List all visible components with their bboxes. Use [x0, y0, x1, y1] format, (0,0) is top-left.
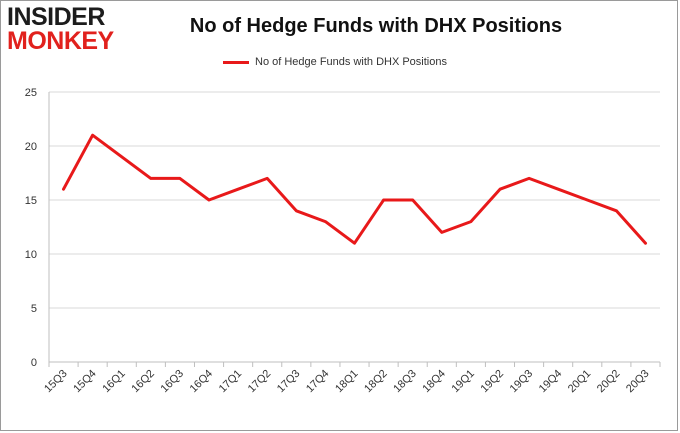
data-point [120, 155, 123, 158]
x-tick-label: 16Q3 [159, 368, 187, 396]
x-tick-label: 20Q1 [566, 368, 594, 396]
data-point [207, 198, 211, 202]
x-tick-label: 17Q3 [275, 368, 303, 396]
data-point [295, 209, 298, 212]
y-tick-label: 15 [25, 195, 37, 207]
y-tick-label: 0 [31, 357, 37, 369]
y-tick-label: 25 [25, 87, 37, 99]
insider-monkey-logo: INSIDER MONKEY [7, 5, 127, 54]
data-point [498, 188, 502, 191]
data-point [615, 209, 618, 212]
data-point [236, 188, 240, 191]
data-point [382, 198, 385, 202]
data-point [353, 242, 356, 245]
x-tick-label: 20Q3 [624, 368, 652, 396]
series [62, 133, 647, 245]
data-point [411, 198, 414, 202]
legend-swatch [223, 60, 249, 64]
data-point [440, 231, 443, 234]
x-tick-label: 18Q4 [420, 368, 448, 396]
legend-label: No of Hedge Funds with DHX Positions [255, 56, 447, 68]
y-tick-label: 10 [25, 249, 37, 261]
x-tick-label: 16Q2 [129, 368, 157, 396]
x-tick-label: 15Q4 [71, 368, 99, 396]
x-tick-label: 17Q2 [246, 368, 274, 396]
data-point [324, 220, 327, 223]
data-point [178, 177, 182, 180]
data-point [556, 188, 560, 191]
x-tick-label: 18Q1 [333, 368, 361, 396]
data-point [469, 220, 473, 223]
logo-line-2: MONKEY [7, 27, 114, 55]
axes [48, 92, 661, 367]
data-point [266, 177, 269, 180]
x-tick-label: 17Q1 [217, 368, 245, 396]
x-tick-label: 15Q3 [42, 368, 70, 396]
data-point [91, 134, 94, 137]
grid-lines [49, 91, 660, 309]
data-point [644, 242, 647, 245]
x-tick-label: 18Q2 [362, 368, 390, 396]
x-tick-label: 16Q1 [100, 368, 128, 396]
x-tick-label: 19Q2 [479, 368, 507, 396]
x-tick-label: 17Q4 [304, 368, 332, 396]
data-point [149, 177, 153, 180]
y-tick-label: 5 [31, 303, 37, 315]
data-point [586, 198, 589, 202]
x-tick-label: 19Q3 [508, 368, 536, 396]
x-tick-label: 18Q3 [391, 368, 419, 396]
x-tick-label: 19Q1 [449, 368, 477, 396]
chart-legend: No of Hedge Funds with DHX Positions [223, 56, 447, 68]
chart-title: No of Hedge Funds with DHX Positions [189, 15, 563, 37]
y-tick-label: 20 [25, 141, 37, 153]
x-tick-label: 16Q4 [188, 368, 216, 396]
data-point [62, 188, 65, 191]
data-point [527, 177, 531, 180]
x-tick-label: 20Q2 [595, 368, 623, 396]
logo-line-1: INSIDER [7, 3, 105, 31]
x-tick-label: 19Q4 [537, 368, 565, 396]
